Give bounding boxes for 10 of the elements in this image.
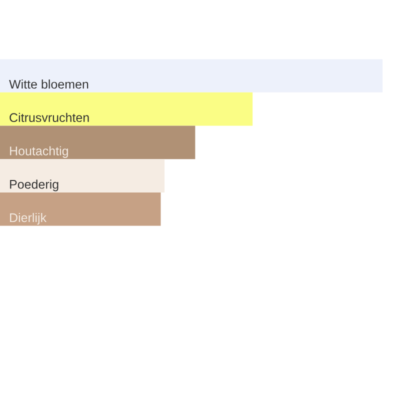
bar <box>0 126 196 160</box>
bar <box>0 59 383 92</box>
bar <box>0 92 253 126</box>
bar <box>0 192 161 226</box>
y-tick-label: Houtachtig <box>10 146 68 158</box>
y-tick-label: Witte bloemen <box>9 79 88 89</box>
y-tick-label: Citrusvruchten <box>10 112 89 122</box>
y-tick-label: Poederig <box>10 180 58 192</box>
y-tick-label: Dierlijk <box>10 212 47 225</box>
bar <box>0 159 165 193</box>
